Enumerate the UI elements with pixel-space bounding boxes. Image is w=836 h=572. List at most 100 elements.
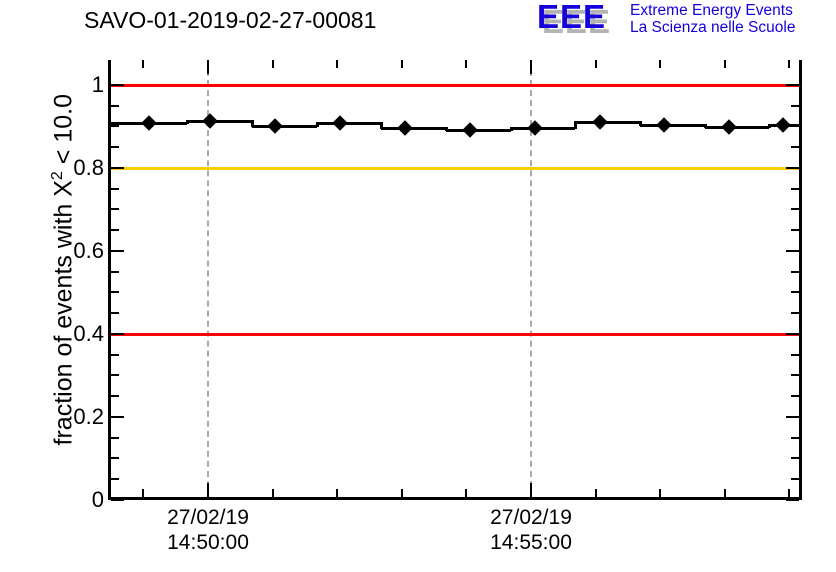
data-point-marker[interactable] [202,113,218,130]
x-tick-major [530,483,532,497]
y-tick-right-major [786,249,799,252]
x-tick-minor [336,60,339,68]
x-tick-minor [465,60,468,68]
plot-frame: fraction of events with X2 < 10.0 0 0.2 0.… [49,60,802,554]
data-bin-connector [186,120,189,125]
y-tick-left-minor [111,395,119,398]
x-tick-minor [142,60,145,68]
plot-area [111,60,799,497]
y-tick-left-minor [111,270,119,273]
y-tick-left-minor [111,125,119,128]
data-bin-segment [381,126,446,130]
x-tick-label-date: 27/02/19 [167,506,249,529]
y-tick-right-major [786,499,799,501]
data-bin-segment [187,120,252,124]
y-tick-right-minor [791,270,799,273]
eee-logo-text: Extreme Energy Events La Scienza nelle S… [630,2,796,36]
data-point-marker[interactable] [267,118,283,134]
y-tick-left-major [111,332,124,335]
y-tick-left-minor [111,312,119,315]
x-tick-minor [336,489,339,497]
y-tick-label: 0.6 [73,237,104,263]
x-tick-label-time: 14:50:00 [167,531,249,554]
y-tick-left-minor [111,208,119,211]
data-point-marker[interactable] [592,114,608,130]
x-gridline-1 [530,60,532,497]
data-bin-connector [574,120,577,130]
x-tick-minor [723,60,726,68]
x-tick-minor [271,489,274,497]
y-tick-left-minor [111,353,119,356]
data-point-marker[interactable] [462,121,478,138]
y-tick-right-minor [791,104,799,107]
y-tick-left-major [111,499,124,501]
data-bin-connector [316,121,319,127]
y-tick-left-minor [111,187,119,190]
y-tick-right-minor [791,208,799,211]
upper-red-threshold [111,83,799,87]
y-tick-label: 1 [91,71,104,97]
x-tick-label-date: 27/02/19 [490,506,572,529]
y-tick-left-major [111,166,124,169]
data-bin-connector [251,120,254,127]
x-tick-minor [659,489,662,497]
x-tick-minor [400,489,403,497]
eee-logo-line2: La Scienza nelle Scuole [630,18,796,36]
x-tick-minor [594,489,597,497]
data-point-marker[interactable] [775,117,791,133]
y-tick-right-minor [791,395,799,398]
data-bin-connector [380,121,383,129]
data-bin-segment [705,125,769,129]
data-bin-segment [252,125,317,128]
x-tick-major [207,483,209,497]
data-bin-connector [704,123,707,128]
data-point-marker[interactable] [656,116,672,133]
x-tick-label: 27/02/19 14:55:00 [490,505,572,555]
y-tick-right-minor [791,478,799,481]
y-tick-left-minor [111,291,119,294]
data-bin-segment [575,120,640,124]
lower-red-threshold [111,332,799,336]
x-tick-label: 27/02/19 14:50:00 [167,505,249,555]
x-tick-minor [271,60,274,68]
y-axis-label: fraction of events with X2 < 10.0 [49,94,78,446]
data-bin-segment [446,128,511,132]
y-tick-right-minor [791,374,799,377]
y-tick-left-major [111,249,124,252]
y-tick-right-minor [791,353,799,356]
y-tick-right-minor [791,125,799,128]
x-tick-major [530,60,532,74]
y-tick-right-minor [791,187,799,190]
y-tick-right-major [786,415,799,418]
x-tick-major [207,60,209,74]
x-tick-minor [465,489,468,497]
data-bin-connector [768,124,771,128]
y-tick-right-minor [791,312,799,315]
x-tick-minor [142,489,145,497]
y-tick-left-minor [111,104,119,107]
eee-logo-letters: EEE EEE [537,0,633,38]
y-tick-right-minor [791,457,799,460]
y-tick-right-major [786,83,799,86]
y-tick-left-minor [111,478,119,481]
data-point-marker[interactable] [141,115,157,131]
x-tick-minor [788,60,791,68]
data-point-marker[interactable] [332,114,348,131]
data-point-marker[interactable] [397,119,413,136]
x-tick-label-time: 14:55:00 [490,531,572,554]
y-tick-left-minor [111,374,119,377]
y-tick-right-minor [791,436,799,439]
y-tick-left-minor [111,146,119,149]
y-tick-right-minor [791,146,799,149]
y-tick-label: 0.4 [73,320,104,346]
y-tick-right-major [786,166,799,169]
eee-logo: EEE EEE [537,0,633,38]
data-point-marker[interactable] [721,119,737,135]
x-tick-minor [400,60,403,68]
y-tick-right-minor [791,229,799,232]
y-tick-left-major [111,83,124,86]
eee-logo-line1: Extreme Energy Events [630,2,793,19]
y-tick-right-minor [791,291,799,294]
x-tick-minor [594,60,597,68]
